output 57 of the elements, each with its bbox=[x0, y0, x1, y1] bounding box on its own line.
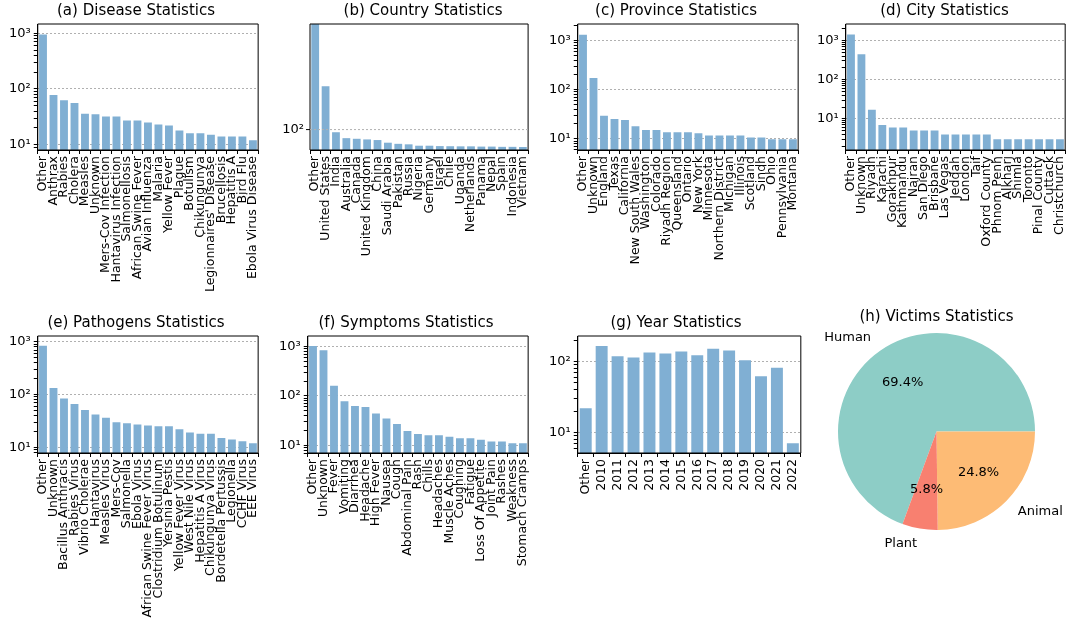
x-tick-label: 2016 bbox=[688, 458, 704, 491]
x-tick-label: 2012 bbox=[624, 459, 640, 491]
bar bbox=[332, 132, 340, 150]
chart-title: (g) Year Statistics bbox=[610, 312, 742, 331]
x-tick-label: 2014 bbox=[656, 458, 672, 491]
x-tick-label: 2010 bbox=[592, 458, 608, 491]
chart-title: (c) Province Statistics bbox=[595, 0, 758, 19]
y-tick-label: 10¹ bbox=[8, 135, 31, 151]
y-tick-label: 10² bbox=[8, 385, 31, 401]
chart-title: (d) City Statistics bbox=[880, 0, 1010, 19]
x-tick-label: Other bbox=[34, 458, 50, 495]
slice-label: Animal bbox=[1017, 503, 1063, 519]
y-tick-label: 10³ bbox=[278, 337, 301, 353]
y-tick-label: 10¹ bbox=[278, 436, 301, 452]
y-tick-label: 10¹ bbox=[548, 130, 571, 146]
y-tick-label: 10³ bbox=[8, 24, 31, 40]
data-label: 5.8% bbox=[910, 481, 944, 497]
y-tick-label: 10¹ bbox=[548, 423, 571, 439]
x-tick-label: 2019 bbox=[736, 458, 752, 491]
data-label: 69.4% bbox=[882, 374, 924, 390]
x-tick-label: 2018 bbox=[720, 458, 736, 491]
y-tick-label: 10³ bbox=[8, 333, 31, 349]
x-tick-label: Other bbox=[304, 458, 320, 495]
y-tick-label: 10³ bbox=[548, 31, 571, 47]
chart-title: (e) Pathogens Statistics bbox=[47, 312, 225, 331]
bar bbox=[404, 144, 413, 150]
chart-title: (h) Victims Statistics bbox=[859, 306, 1014, 325]
y-tick-label: 10² bbox=[548, 81, 571, 97]
x-tick-label: 2020 bbox=[752, 458, 768, 491]
bar bbox=[363, 139, 372, 150]
x-tick-label: Ohio bbox=[763, 156, 779, 185]
y-tick-label: 10² bbox=[278, 387, 301, 403]
chart-title: (b) Country Statistics bbox=[343, 0, 503, 19]
bar bbox=[352, 138, 361, 150]
y-tick-label: 10² bbox=[816, 71, 839, 87]
x-tick-label: Stomach Cramps bbox=[514, 459, 530, 567]
x-tick-label: Other bbox=[842, 155, 858, 192]
x-tick-label: 2015 bbox=[672, 459, 688, 491]
data-label: 24.8% bbox=[957, 464, 1000, 480]
y-tick-label: 10³ bbox=[816, 31, 839, 47]
x-tick-label: Other bbox=[576, 458, 592, 495]
chart-title: (a) Disease Statistics bbox=[57, 0, 216, 19]
y-tick-label: 10² bbox=[548, 353, 571, 369]
x-tick-label: 2022 bbox=[784, 459, 800, 491]
x-tick-label: Other bbox=[574, 155, 590, 192]
bar bbox=[311, 24, 320, 150]
y-tick-label: 10¹ bbox=[816, 110, 839, 126]
slice-label: Human bbox=[824, 329, 872, 345]
x-tick-label: 2011 bbox=[608, 459, 624, 491]
y-tick-label: 10² bbox=[8, 80, 31, 96]
x-tick-label: 2017 bbox=[704, 459, 720, 491]
y-tick-label: 10¹ bbox=[8, 438, 31, 454]
x-tick-label: 2021 bbox=[768, 459, 784, 491]
slice-label: Plant bbox=[884, 535, 918, 551]
bar bbox=[342, 138, 351, 150]
x-tick-label: 2013 bbox=[640, 459, 656, 491]
chart-title: (f) Symptoms Statistics bbox=[318, 312, 494, 331]
